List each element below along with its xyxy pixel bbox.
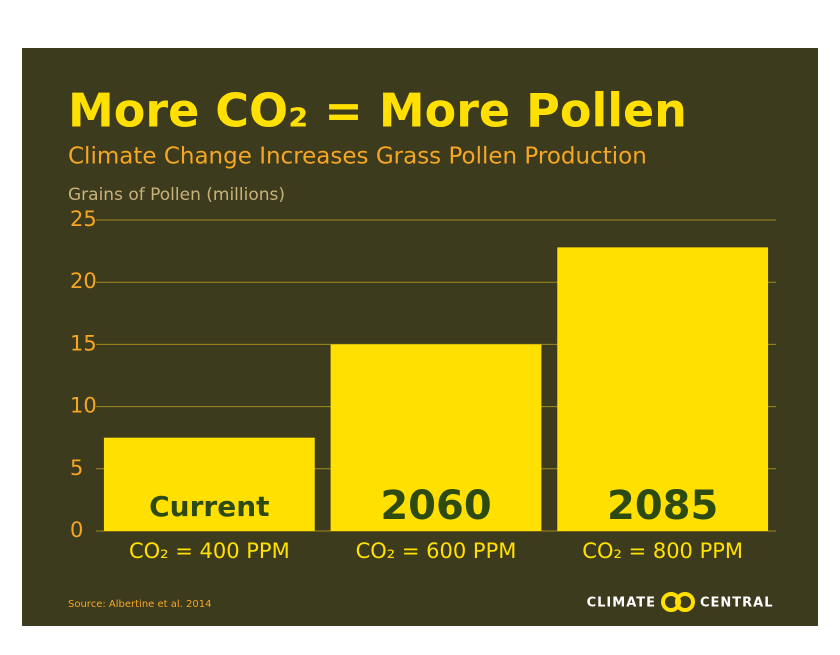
y-tick-label: 25 bbox=[70, 207, 97, 231]
x-tick-label: CO₂ = 600 PPM bbox=[356, 539, 517, 563]
logo-text: CENTRAL bbox=[700, 596, 774, 611]
logo-text: CLIMATE bbox=[587, 596, 656, 611]
bar-label: 2060 bbox=[380, 483, 491, 529]
bar-label: 2085 bbox=[607, 483, 718, 529]
y-tick-label: 15 bbox=[70, 331, 97, 355]
y-tick-label: 20 bbox=[70, 269, 97, 293]
bar-label: Current bbox=[149, 490, 269, 523]
chart-subtitle: Climate Change Increases Grass Pollen Pr… bbox=[68, 144, 647, 170]
y-tick-label: 10 bbox=[70, 394, 97, 418]
y-axis-label: Grains of Pollen (millions) bbox=[68, 185, 285, 205]
logo-icon bbox=[661, 592, 695, 612]
bar bbox=[103, 437, 315, 531]
chart-title: More CO₂ = More Pollen bbox=[68, 84, 687, 138]
x-tick-label: CO₂ = 400 PPM bbox=[129, 539, 290, 563]
y-tick-label: 5 bbox=[70, 456, 83, 480]
bar bbox=[557, 247, 769, 532]
source: Source: Albertine et al. 2014 bbox=[68, 599, 211, 610]
y-tick-label: 0 bbox=[70, 518, 83, 542]
bar bbox=[330, 344, 542, 531]
x-tick-label: CO₂ = 800 PPM bbox=[582, 539, 743, 563]
